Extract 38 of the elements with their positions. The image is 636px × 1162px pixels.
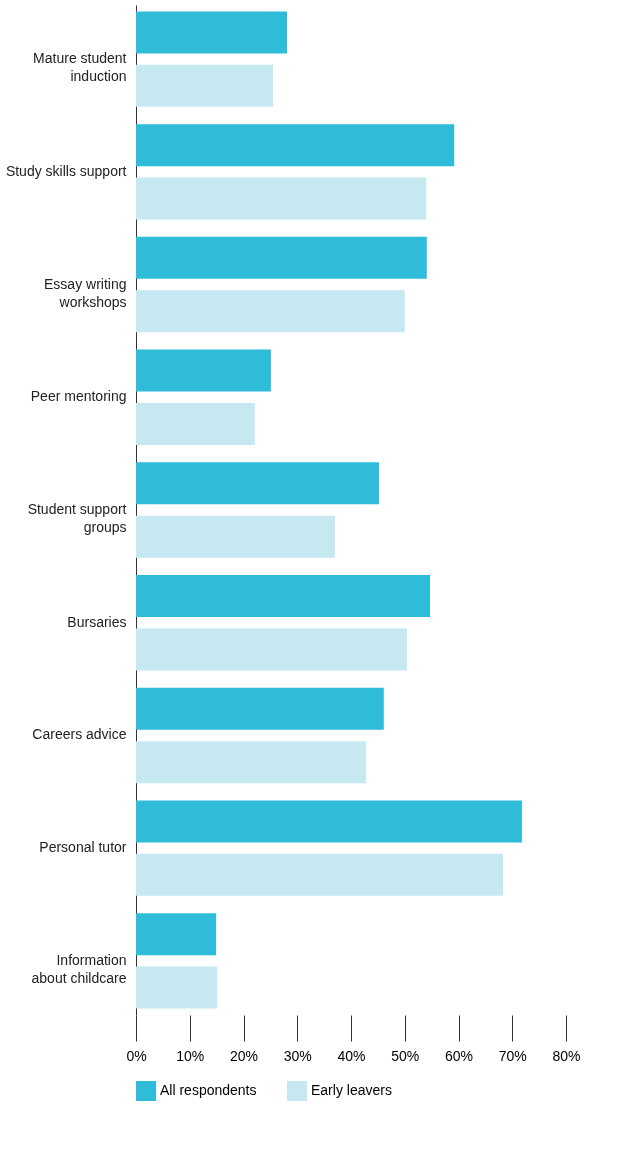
bar [136,462,379,505]
x-tick-label: 70% [498,1047,527,1064]
y-tick-label: Student support groups [27,501,127,535]
bar [136,124,455,167]
bar [136,11,288,54]
bar [136,966,218,1009]
y-tick-label: Bursaries [67,613,127,630]
y-tick-label: Study skills support [5,162,127,179]
x-tick-label: 20% [229,1047,259,1064]
y-tick-label: Careers advice [32,726,127,743]
y-tick-label: Essay writing workshops [44,275,127,310]
x-tick-label: 30% [283,1047,312,1064]
bar [136,687,384,730]
x-tick-label: 0% [126,1047,147,1064]
bar [136,515,335,558]
x-tick-label: 80% [552,1047,581,1064]
bar [136,290,405,333]
y-tick-label: Information about childcare [31,951,127,986]
y-tick-label: Mature student induction [33,50,127,85]
legend-label: All respondents [160,1082,257,1098]
x-tick-label: 50% [391,1047,420,1064]
x-tick-label: 60% [444,1047,474,1064]
bar [136,853,504,896]
bar [136,800,522,843]
bar [136,741,367,784]
bar [136,177,427,220]
bar [136,64,274,107]
x-tick-label: 10% [176,1047,205,1064]
y-tick-label: Personal tutor [39,839,127,856]
bar [136,349,271,392]
legend-label: Early leavers [311,1082,392,1098]
y-tick-label: Peer mentoring [30,388,127,405]
bar [136,402,255,445]
bar [136,575,431,618]
x-tick-label: 40% [337,1047,366,1064]
bar [136,628,407,671]
bar [136,913,217,956]
bar [136,236,427,279]
